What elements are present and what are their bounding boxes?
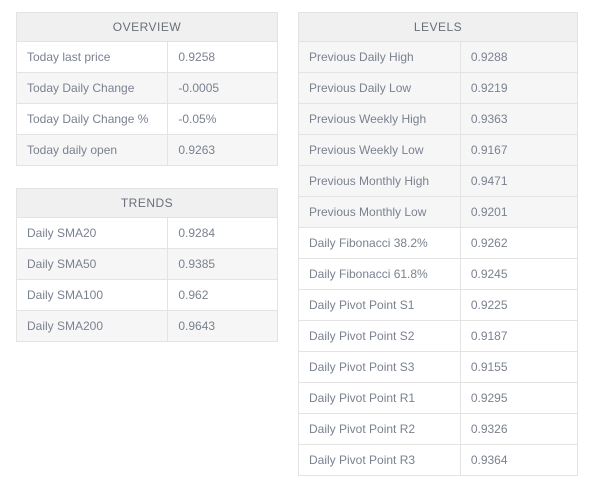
table-row: Previous Daily High 0.9288	[299, 42, 578, 73]
table-row: Daily SMA50 0.9385	[17, 249, 278, 280]
overview-header-row: OVERVIEW	[17, 13, 278, 42]
table-spacer	[16, 166, 278, 188]
table-row: Today last price 0.9258	[17, 42, 278, 73]
levels-row-value: 0.9262	[460, 228, 577, 259]
levels-row-label: Daily Pivot Point R3	[299, 445, 461, 476]
levels-row-value: 0.9364	[460, 445, 577, 476]
overview-row-label: Today daily open	[17, 135, 168, 166]
levels-row-label: Previous Daily Low	[299, 73, 461, 104]
levels-row-value: 0.9245	[460, 259, 577, 290]
levels-row-value: 0.9471	[460, 166, 577, 197]
trends-title: TRENDS	[17, 189, 278, 218]
overview-table: OVERVIEW Today last price 0.9258 Today D…	[16, 12, 278, 166]
table-row: Daily Pivot Point R3 0.9364	[299, 445, 578, 476]
page-root: OVERVIEW Today last price 0.9258 Today D…	[0, 0, 600, 501]
levels-title: LEVELS	[299, 13, 578, 42]
trends-row-value: 0.962	[168, 280, 278, 311]
table-row: Previous Weekly Low 0.9167	[299, 135, 578, 166]
table-row: Today Daily Change -0.0005	[17, 73, 278, 104]
table-row: Previous Monthly Low 0.9201	[299, 197, 578, 228]
trends-row-label: Daily SMA100	[17, 280, 168, 311]
overview-title: OVERVIEW	[17, 13, 278, 42]
overview-row-value: -0.0005	[168, 73, 278, 104]
levels-row-label: Previous Monthly Low	[299, 197, 461, 228]
trends-row-value: 0.9284	[168, 218, 278, 249]
table-row: Daily Pivot Point S2 0.9187	[299, 321, 578, 352]
table-row: Daily SMA20 0.9284	[17, 218, 278, 249]
levels-row-value: 0.9167	[460, 135, 577, 166]
levels-row-label: Previous Weekly Low	[299, 135, 461, 166]
overview-row-label: Today Daily Change %	[17, 104, 168, 135]
trends-row-value: 0.9643	[168, 311, 278, 342]
table-row: Daily Pivot Point S1 0.9225	[299, 290, 578, 321]
levels-row-label: Daily Fibonacci 61.8%	[299, 259, 461, 290]
table-row: Daily Fibonacci 38.2% 0.9262	[299, 228, 578, 259]
levels-row-label: Daily Pivot Point S2	[299, 321, 461, 352]
levels-header-row: LEVELS	[299, 13, 578, 42]
levels-row-value: 0.9225	[460, 290, 577, 321]
overview-row-value: 0.9258	[168, 42, 278, 73]
levels-row-value: 0.9201	[460, 197, 577, 228]
levels-row-label: Previous Weekly High	[299, 104, 461, 135]
table-row: Daily Pivot Point R1 0.9295	[299, 383, 578, 414]
levels-row-value: 0.9288	[460, 42, 577, 73]
table-row: Daily Pivot Point S3 0.9155	[299, 352, 578, 383]
levels-row-value: 0.9187	[460, 321, 577, 352]
levels-row-label: Daily Pivot Point S1	[299, 290, 461, 321]
levels-row-label: Previous Daily High	[299, 42, 461, 73]
trends-row-label: Daily SMA20	[17, 218, 168, 249]
overview-row-label: Today Daily Change	[17, 73, 168, 104]
levels-row-value: 0.9363	[460, 104, 577, 135]
levels-row-label: Daily Pivot Point R2	[299, 414, 461, 445]
overview-row-value: -0.05%	[168, 104, 278, 135]
levels-row-value: 0.9219	[460, 73, 577, 104]
table-row: Daily SMA100 0.962	[17, 280, 278, 311]
left-column: OVERVIEW Today last price 0.9258 Today D…	[16, 12, 278, 342]
trends-row-value: 0.9385	[168, 249, 278, 280]
table-row: Daily SMA200 0.9643	[17, 311, 278, 342]
table-row: Today Daily Change % -0.05%	[17, 104, 278, 135]
table-row: Previous Weekly High 0.9363	[299, 104, 578, 135]
overview-row-label: Today last price	[17, 42, 168, 73]
right-column: LEVELS Previous Daily High 0.9288 Previo…	[298, 12, 578, 476]
trends-row-label: Daily SMA200	[17, 311, 168, 342]
table-row: Daily Pivot Point R2 0.9326	[299, 414, 578, 445]
levels-row-label: Daily Pivot Point S3	[299, 352, 461, 383]
levels-row-value: 0.9295	[460, 383, 577, 414]
trends-header-row: TRENDS	[17, 189, 278, 218]
levels-row-value: 0.9155	[460, 352, 577, 383]
trends-row-label: Daily SMA50	[17, 249, 168, 280]
levels-row-label: Daily Pivot Point R1	[299, 383, 461, 414]
levels-row-label: Previous Monthly High	[299, 166, 461, 197]
table-row: Previous Daily Low 0.9219	[299, 73, 578, 104]
trends-table: TRENDS Daily SMA20 0.9284 Daily SMA50 0.…	[16, 188, 278, 342]
levels-table: LEVELS Previous Daily High 0.9288 Previo…	[298, 12, 578, 476]
levels-row-value: 0.9326	[460, 414, 577, 445]
table-row: Previous Monthly High 0.9471	[299, 166, 578, 197]
overview-row-value: 0.9263	[168, 135, 278, 166]
table-row: Today daily open 0.9263	[17, 135, 278, 166]
levels-row-label: Daily Fibonacci 38.2%	[299, 228, 461, 259]
table-row: Daily Fibonacci 61.8% 0.9245	[299, 259, 578, 290]
